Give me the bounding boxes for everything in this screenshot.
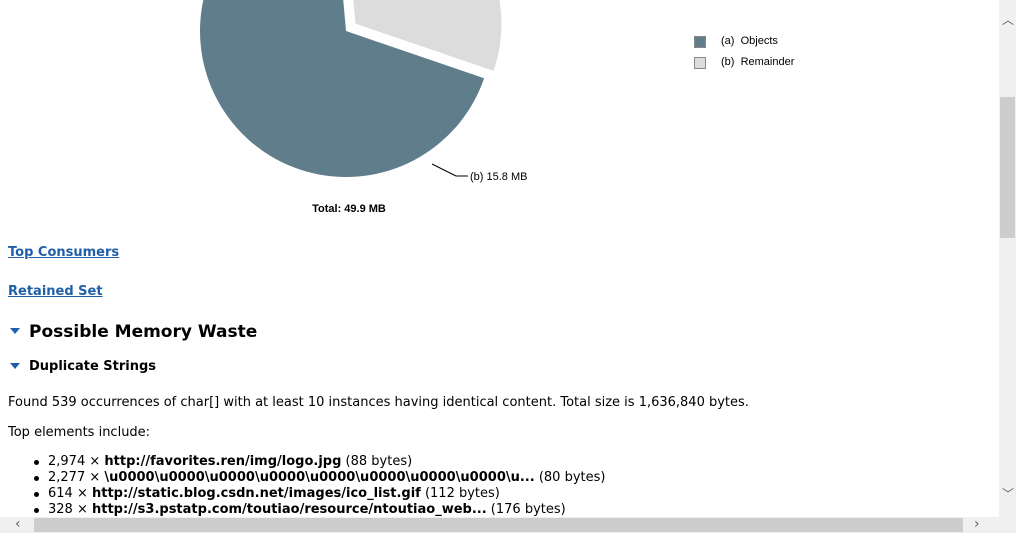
triangle-down-icon[interactable]: [10, 328, 20, 334]
heap-pie-chart: (b) 15.8 MB Total: 49.9 MB: [200, 0, 527, 215]
top-consumers-link[interactable]: Top Consumers: [8, 245, 120, 260]
legend-label: Objects: [740, 35, 778, 47]
list-item: 2,277 × \u0000\u0000\u0000\u0000\u0000\u…: [34, 470, 605, 486]
scrollbar-corner: [999, 517, 1016, 533]
pie-slice-objects: [200, 0, 485, 177]
vertical-scrollbar-thumb[interactable]: [1000, 97, 1015, 238]
section-possible-memory-waste[interactable]: Possible Memory Waste: [10, 322, 257, 342]
pie-slice-remainder: [353, 0, 502, 71]
chevron-right-icon[interactable]: ›: [974, 516, 980, 532]
legend-label: Remainder: [740, 56, 795, 68]
horizontal-scrollbar-thumb[interactable]: [34, 518, 963, 532]
retained-set-link[interactable]: Retained Set: [8, 284, 103, 299]
section-title: Duplicate Strings: [29, 359, 157, 374]
slice-label-b: (b) 15.8 MB: [470, 171, 527, 183]
chevron-down-icon[interactable]: ﹀: [1002, 487, 1015, 501]
list-item: 614 × http://static.blog.csdn.net/images…: [34, 486, 605, 502]
triangle-down-icon[interactable]: [10, 362, 20, 369]
horizontal-scrollbar[interactable]: ‹ ›: [0, 517, 999, 533]
duplicate-summary-text: Found 539 occurrences of char[] with at …: [8, 395, 749, 410]
chevron-up-icon[interactable]: ︿: [1002, 13, 1015, 27]
section-title: Possible Memory Waste: [29, 322, 258, 342]
slice-label-leader: [431, 163, 457, 177]
list-item: 328 × http://s3.pstatp.com/toutiao/resou…: [34, 502, 605, 517]
report-content: (b) 15.8 MB Total: 49.9 MB (a) Objects (…: [8, 0, 795, 517]
chevron-left-icon[interactable]: ‹: [15, 516, 21, 532]
legend-swatch-objects: [694, 36, 706, 48]
list-item: 2,974 × http://favorites.ren/img/logo.jp…: [34, 454, 605, 470]
vertical-scrollbar[interactable]: ︿ ﹀: [999, 0, 1016, 517]
legend-marker: (b): [721, 56, 735, 68]
top-elements-label: Top elements include:: [8, 425, 151, 440]
top-elements-list: 2,974 × http://favorites.ren/img/logo.jp…: [34, 454, 605, 517]
legend-marker: (a): [721, 35, 735, 47]
chart-total-label: Total: 49.9 MB: [312, 203, 386, 215]
legend-swatch-remainder: [694, 57, 706, 69]
section-duplicate-strings[interactable]: Duplicate Strings: [10, 359, 156, 374]
